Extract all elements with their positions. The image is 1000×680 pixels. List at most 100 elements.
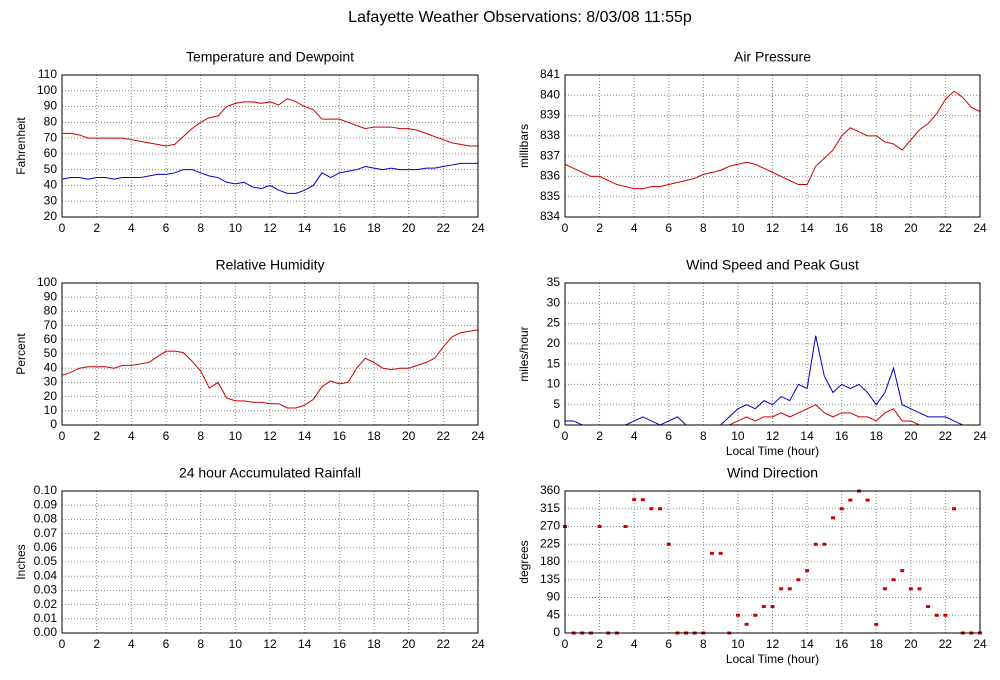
y-tick-label: 0.09: [34, 497, 58, 511]
plot-frame: [564, 490, 981, 634]
chart-panel: Wind Direction degrees Local Time (hour) 0 4…: [517, 465, 987, 666]
y-tick-label: 15: [547, 356, 561, 370]
y-tick-label: 110: [38, 67, 57, 81]
x-tick-label: 14: [800, 221, 814, 235]
y-axis-label: Inches: [14, 544, 28, 579]
y-tick-label: 80: [44, 115, 58, 129]
x-tick-label: 2: [596, 637, 603, 651]
x-tick-label: 8: [197, 429, 204, 443]
y-tick-label: 270: [540, 519, 560, 533]
x-tick-label: 16: [835, 637, 849, 651]
y-tick-label: 20: [44, 389, 58, 403]
y-tick-label: 360: [540, 483, 560, 497]
y-tick-label: 839: [540, 108, 560, 122]
y-tick-label: 50: [44, 346, 58, 360]
x-tick-label: 20: [402, 429, 416, 443]
y-tick-label: 135: [540, 572, 560, 586]
x-tick-label: 4: [631, 637, 638, 651]
y-tick-label: 0.02: [34, 597, 58, 611]
data-point: [831, 516, 836, 520]
chart-title: Wind Speed and Peak Gust: [686, 257, 859, 273]
data-point: [718, 551, 723, 555]
y-tick-label: 836: [540, 169, 560, 183]
y-tick-label: 0.07: [34, 526, 58, 540]
x-tick-label: 14: [298, 429, 312, 443]
chart-title: Temperature and Dewpoint: [186, 49, 354, 65]
x-tick-label: 16: [835, 429, 849, 443]
y-tick-label: 60: [44, 332, 58, 346]
x-tick-label: 6: [665, 637, 672, 651]
y-tick-label: 45: [547, 607, 561, 621]
y-axis-label: Percent: [14, 333, 28, 375]
chart-title: Wind Direction: [727, 465, 818, 481]
x-tick-label: 10: [229, 637, 243, 651]
x-axis-label: Local Time (hour): [726, 652, 819, 666]
data-point: [952, 507, 957, 511]
x-tick-label: 8: [700, 221, 707, 235]
plot-frame: [564, 282, 981, 426]
data-point: [761, 605, 766, 609]
x-tick-label: 18: [870, 429, 884, 443]
x-tick-label: 12: [766, 637, 780, 651]
x-tick-label: 18: [870, 637, 884, 651]
x-tick-label: 2: [93, 429, 100, 443]
x-tick-label: 20: [904, 637, 918, 651]
y-tick-label: 315: [540, 501, 560, 515]
x-tick-label: 18: [367, 637, 381, 651]
data-point: [753, 613, 758, 617]
x-tick-label: 8: [700, 429, 707, 443]
y-tick-label: 100: [37, 83, 57, 97]
plot-frame: [61, 74, 479, 218]
data-point: [640, 498, 645, 502]
y-tick-label: 10: [44, 403, 58, 417]
x-tick-label: 0: [562, 429, 569, 443]
y-axis-label: Fahrenheit: [14, 117, 28, 175]
x-tick-label: 10: [731, 221, 745, 235]
y-tick-label: 60: [44, 146, 58, 160]
data-line: [61, 162, 478, 194]
x-tick-label: 2: [596, 429, 603, 443]
x-tick-label: 12: [766, 429, 780, 443]
x-tick-label: 16: [333, 221, 347, 235]
plot-area: [62, 75, 478, 217]
x-tick-label: 0: [59, 429, 66, 443]
data-point: [597, 525, 602, 528]
x-tick-label: 4: [128, 637, 135, 651]
y-tick-label: 70: [44, 130, 58, 144]
x-tick-label: 24: [471, 429, 485, 443]
x-tick-label: 6: [163, 429, 170, 443]
y-tick-label: 20: [44, 209, 58, 223]
data-point: [658, 507, 663, 511]
y-tick-label: 40: [44, 178, 58, 192]
chart-panel: Temperature and DewpointFahrenheit203040…: [14, 49, 485, 235]
y-tick-label: 840: [540, 87, 560, 101]
y-tick-label: 40: [44, 360, 58, 374]
x-tick-label: 18: [367, 429, 381, 443]
x-tick-label: 4: [128, 429, 135, 443]
x-tick-label: 2: [93, 221, 100, 235]
y-tick-label: 0.03: [34, 583, 58, 597]
chart-title: Air Pressure: [734, 49, 811, 65]
y-tick-label: 0: [50, 417, 57, 431]
x-tick-label: 14: [298, 221, 312, 235]
page-title: Lafayette Weather Observations: 8/03/08 …: [348, 9, 692, 26]
data-point: [709, 551, 714, 555]
data-line: [564, 90, 981, 190]
data-point: [934, 613, 939, 617]
y-tick-label: 35: [547, 275, 561, 289]
x-tick-label: 0: [562, 221, 569, 235]
y-axis-label: miles/hour: [517, 326, 531, 381]
data-point: [882, 587, 887, 591]
x-tick-label: 14: [298, 637, 312, 651]
x-tick-label: 20: [904, 429, 918, 443]
data-point: [891, 578, 896, 582]
data-line: [565, 335, 980, 426]
x-tick-label: 8: [197, 637, 204, 651]
y-tick-label: 0: [553, 625, 560, 639]
x-tick-label: 18: [870, 221, 884, 235]
x-tick-label: 10: [229, 429, 243, 443]
x-tick-label: 6: [665, 429, 672, 443]
data-point: [943, 613, 948, 617]
x-tick-label: 12: [263, 429, 277, 443]
x-tick-label: 4: [631, 429, 638, 443]
